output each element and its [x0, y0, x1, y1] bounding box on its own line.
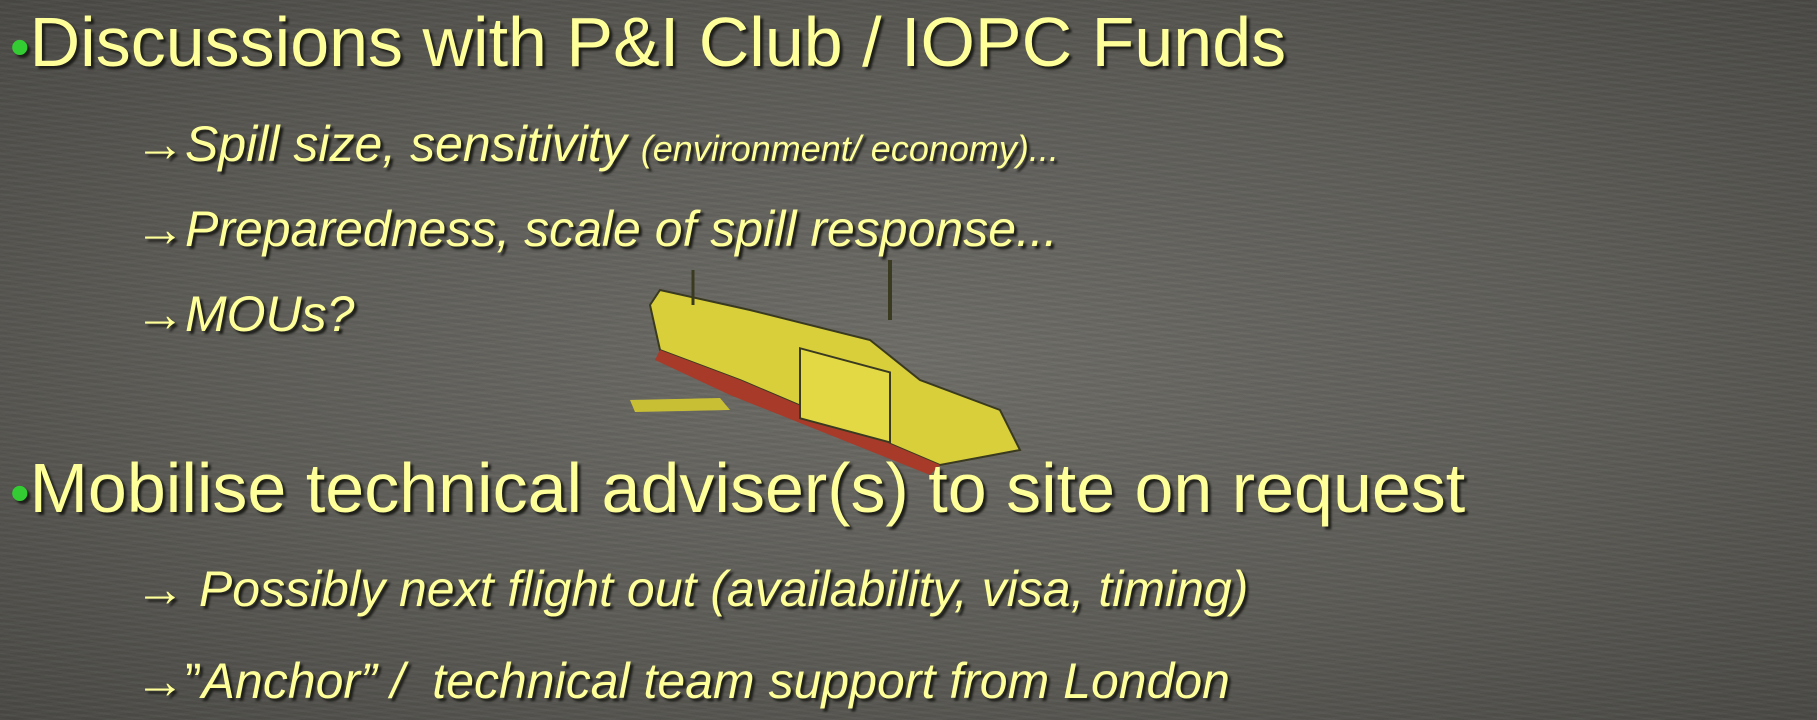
bullet-text: Mobilise technical adviser(s) to site on… [30, 449, 1466, 527]
slide: •Discussions with P&I Club / IOPC Funds … [0, 0, 1817, 720]
item-text: Preparedness, scale of spill response... [185, 201, 1058, 257]
quote-mark: ” [185, 653, 202, 709]
item-text: Spill size, sensitivity [185, 116, 627, 172]
sub-item: →Preparedness, scale of spill response..… [135, 200, 1058, 258]
ship-image [620, 260, 1040, 480]
bullet-2: •Mobilise technical adviser(s) to site o… [10, 448, 1465, 528]
bullet-text: Discussions with P&I Club / IOPC Funds [30, 3, 1287, 81]
item-text: Possibly next flight out (availability, … [199, 561, 1249, 617]
sub-item: → Possibly next flight out (availability… [135, 560, 1248, 618]
item-note: (environment/ economy)... [641, 128, 1059, 169]
item-text: MOUs? [185, 286, 354, 342]
item-text: Anchor” / technical team support from Lo… [202, 653, 1230, 709]
sub-item: →”Anchor” / technical team support from … [135, 652, 1230, 710]
sub-item: →Spill size, sensitivity (environment/ e… [135, 115, 1059, 173]
bullet-1: •Discussions with P&I Club / IOPC Funds [10, 2, 1286, 82]
sub-item: →MOUs? [135, 285, 354, 343]
